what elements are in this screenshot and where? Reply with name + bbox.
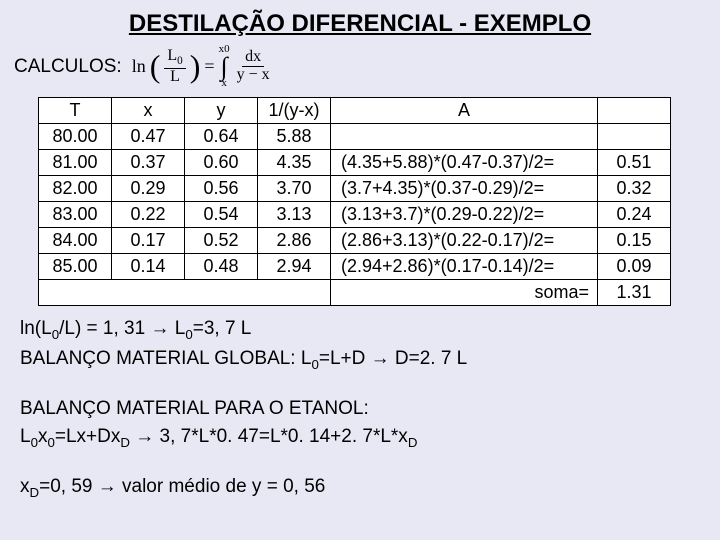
line-balanco-global: BALANÇO MATERIAL GLOBAL: L0=L+D → D=2. 7…: [10, 348, 710, 372]
table-cell: 0.29: [112, 176, 185, 202]
table-cell: 0.54: [185, 202, 258, 228]
table-row: 85.000.140.482.94(2.94+2.86)*(0.17-0.14)…: [39, 254, 671, 280]
integral: x0 ∫ x: [219, 44, 230, 89]
table-cell: 0.09: [598, 254, 671, 280]
table-cell: 0.37: [112, 150, 185, 176]
data-table: T x y 1/(y-x) A 80.000.470.645.8881.000.…: [38, 97, 671, 306]
table-cell: 0.48: [185, 254, 258, 280]
table-row: 83.000.220.543.13(3.13+3.7)*(0.29-0.22)/…: [39, 202, 671, 228]
table-cell: 0.22: [112, 202, 185, 228]
frac-L0L: L0 L: [164, 48, 185, 86]
table-cell: 0.64: [185, 124, 258, 150]
table-cell: 2.86: [258, 228, 331, 254]
line-balanco-etanol-eq: L0x0=Lx+DxD → 3, 7*L*0. 47=L*0. 14+2. 7*…: [10, 426, 710, 450]
line-balanco-etanol-title: BALANÇO MATERIAL PARA O ETANOL:: [10, 398, 710, 420]
table-cell: (3.7+4.35)*(0.37-0.29)/2=: [331, 176, 598, 202]
table-cell: 3.13: [258, 202, 331, 228]
table-header-row: T x y 1/(y-x) A: [39, 98, 671, 124]
table-cell: 0.60: [185, 150, 258, 176]
th-inv: 1/(y-x): [258, 98, 331, 124]
table-cell: [39, 280, 331, 306]
table-cell: 0.15: [598, 228, 671, 254]
table-cell: (4.35+5.88)*(0.47-0.37)/2=: [331, 150, 598, 176]
table-cell: 80.00: [39, 124, 112, 150]
table-cell: (2.86+3.13)*(0.22-0.17)/2=: [331, 228, 598, 254]
table-row: 84.000.170.522.86(2.86+3.13)*(0.22-0.17)…: [39, 228, 671, 254]
table-cell: [598, 124, 671, 150]
table-row: 80.000.470.645.88: [39, 124, 671, 150]
line-xd: xD=0, 59 → valor médio de y = 0, 56: [10, 476, 710, 500]
table-cell: 0.24: [598, 202, 671, 228]
table-cell: 0.47: [112, 124, 185, 150]
table-row: 81.000.370.604.35(4.35+5.88)*(0.47-0.37)…: [39, 150, 671, 176]
th-A: A: [331, 98, 598, 124]
table-row-soma: soma=1.31: [39, 280, 671, 306]
table-cell: 0.32: [598, 176, 671, 202]
table-cell: 0.14: [112, 254, 185, 280]
soma-label: soma=: [331, 280, 598, 306]
table-cell: 0.56: [185, 176, 258, 202]
table-row: 82.000.290.563.70(3.7+4.35)*(0.37-0.29)/…: [39, 176, 671, 202]
frac-dx: dx y − x: [234, 49, 273, 84]
th-y: y: [185, 98, 258, 124]
th-x: x: [112, 98, 185, 124]
open-paren: (: [150, 54, 161, 80]
table-cell: 0.51: [598, 150, 671, 176]
th-T: T: [39, 98, 112, 124]
page-title: DESTILAÇÃO DIFERENCIAL - EXEMPLO: [10, 10, 710, 38]
table-cell: (2.94+2.86)*(0.17-0.14)/2=: [331, 254, 598, 280]
table-cell: 4.35: [258, 150, 331, 176]
close-paren: ): [190, 54, 201, 80]
equals: =: [204, 56, 214, 77]
line-ln: ln(L0/L) = 1, 31 → L0=3, 7 L: [10, 318, 710, 342]
table-cell: [331, 124, 598, 150]
ln-text: ln: [132, 56, 146, 77]
table-cell: 83.00: [39, 202, 112, 228]
table-cell: 3.70: [258, 176, 331, 202]
table-cell: 0.52: [185, 228, 258, 254]
table-cell: (3.13+3.7)*(0.29-0.22)/2=: [331, 202, 598, 228]
soma-value: 1.31: [598, 280, 671, 306]
formula: ln ( L0 L ) = x0 ∫ x dx y − x: [132, 44, 273, 89]
table-cell: 5.88: [258, 124, 331, 150]
table-cell: 84.00: [39, 228, 112, 254]
table-cell: 2.94: [258, 254, 331, 280]
table-cell: 81.00: [39, 150, 112, 176]
table-cell: 0.17: [112, 228, 185, 254]
th-val: [598, 98, 671, 124]
calculos-row: CALCULOS: ln ( L0 L ) = x0 ∫ x dx y − x: [10, 44, 710, 89]
calc-label: CALCULOS:: [14, 56, 122, 78]
table-cell: 85.00: [39, 254, 112, 280]
table-cell: 82.00: [39, 176, 112, 202]
